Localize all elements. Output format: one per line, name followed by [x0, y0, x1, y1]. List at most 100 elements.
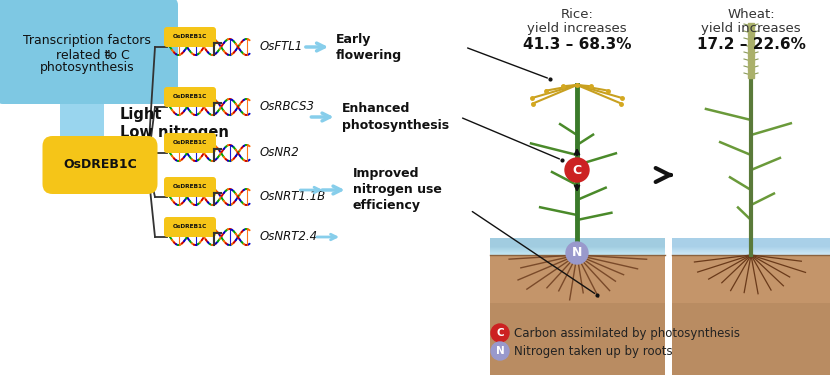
Bar [490, 244, 665, 252]
Bar [672, 241, 830, 250]
Bar [490, 244, 665, 253]
Bar [490, 238, 665, 247]
Bar [490, 241, 665, 249]
Bar [490, 245, 665, 253]
Bar [672, 243, 830, 252]
Text: Low nitrogen: Low nitrogen [120, 126, 229, 141]
Text: 41.3 – 68.3%: 41.3 – 68.3% [523, 37, 632, 52]
Bar [672, 238, 830, 247]
Bar [672, 246, 830, 254]
Text: OsNRT2.4: OsNRT2.4 [260, 231, 318, 243]
Bar [672, 244, 830, 252]
Bar [672, 240, 830, 249]
Bar [672, 240, 830, 248]
Text: Improved
nitrogen use
efficiency: Improved nitrogen use efficiency [353, 168, 442, 213]
Circle shape [565, 158, 589, 182]
Bar [490, 243, 665, 251]
Bar [490, 246, 665, 254]
Text: Early
flowering: Early flowering [336, 33, 402, 62]
Text: C: C [496, 328, 504, 338]
Text: Enhanced
photosynthesis: Enhanced photosynthesis [341, 102, 449, 132]
Text: Transcription factors
   related to C: Transcription factors related to C [23, 34, 151, 62]
Bar [672, 239, 830, 248]
Bar [672, 240, 830, 249]
FancyBboxPatch shape [164, 217, 216, 237]
Bar [672, 242, 830, 250]
Bar [672, 242, 830, 251]
Bar [672, 255, 830, 375]
Text: 4: 4 [105, 50, 111, 60]
Bar [672, 244, 830, 253]
Bar [672, 242, 830, 250]
FancyBboxPatch shape [42, 136, 158, 194]
Bar [490, 303, 665, 375]
Circle shape [491, 342, 509, 360]
FancyBboxPatch shape [164, 177, 216, 197]
Bar [490, 245, 665, 254]
Bar [672, 241, 830, 249]
Text: OsDREB1C: OsDREB1C [173, 94, 208, 99]
Text: 17.2 – 22.6%: 17.2 – 22.6% [696, 37, 805, 52]
Bar [672, 303, 830, 375]
Bar [490, 244, 665, 253]
Text: OsRBCS3: OsRBCS3 [260, 100, 315, 114]
Bar [672, 240, 830, 249]
Bar [672, 245, 830, 253]
Text: OsDREB1C: OsDREB1C [173, 141, 208, 146]
Text: OsDREB1C: OsDREB1C [173, 184, 208, 189]
Bar [672, 245, 830, 254]
Text: OsDREB1C: OsDREB1C [173, 34, 208, 39]
Bar [490, 243, 665, 252]
Text: Rice:: Rice: [560, 8, 593, 21]
Bar [490, 239, 665, 248]
FancyBboxPatch shape [164, 27, 216, 47]
Bar [672, 246, 830, 254]
Text: OsFTL1: OsFTL1 [260, 40, 303, 54]
Bar [490, 246, 665, 255]
Bar [490, 238, 665, 247]
Text: yield increases: yield increases [701, 22, 801, 35]
Bar [490, 242, 665, 250]
Bar [672, 244, 830, 253]
Bar [490, 246, 665, 254]
Text: Light: Light [120, 108, 163, 123]
Text: Carbon assimilated by photosynthesis: Carbon assimilated by photosynthesis [514, 327, 740, 339]
Polygon shape [50, 98, 114, 157]
Bar [490, 242, 665, 251]
Circle shape [491, 324, 509, 342]
FancyBboxPatch shape [164, 133, 216, 153]
FancyBboxPatch shape [0, 0, 178, 104]
Bar [490, 240, 665, 249]
Bar [672, 246, 830, 255]
Bar [490, 246, 665, 255]
Text: OsDREB1C: OsDREB1C [63, 159, 137, 171]
Bar [672, 242, 830, 250]
FancyBboxPatch shape [164, 87, 216, 107]
Bar [490, 240, 665, 249]
Text: C: C [573, 164, 582, 177]
Bar [672, 243, 830, 251]
Text: OsNR2: OsNR2 [260, 147, 300, 159]
Bar [672, 239, 830, 248]
Bar [490, 240, 665, 249]
Bar [672, 245, 830, 254]
Bar [490, 243, 665, 252]
Bar [672, 238, 830, 247]
Bar [672, 239, 830, 248]
Bar [490, 240, 665, 248]
Bar [490, 239, 665, 248]
Bar [490, 245, 665, 254]
Bar [490, 243, 665, 251]
Bar [672, 243, 830, 252]
Bar [490, 241, 665, 250]
Bar [490, 242, 665, 250]
Bar [490, 242, 665, 250]
Text: Wheat:: Wheat: [727, 8, 775, 21]
Bar [490, 255, 665, 375]
Bar [490, 244, 665, 252]
Bar [672, 246, 830, 255]
Bar [490, 239, 665, 248]
Text: Nitrogen taken up by roots: Nitrogen taken up by roots [514, 345, 672, 357]
Text: yield increases: yield increases [527, 22, 627, 35]
Circle shape [566, 242, 588, 264]
